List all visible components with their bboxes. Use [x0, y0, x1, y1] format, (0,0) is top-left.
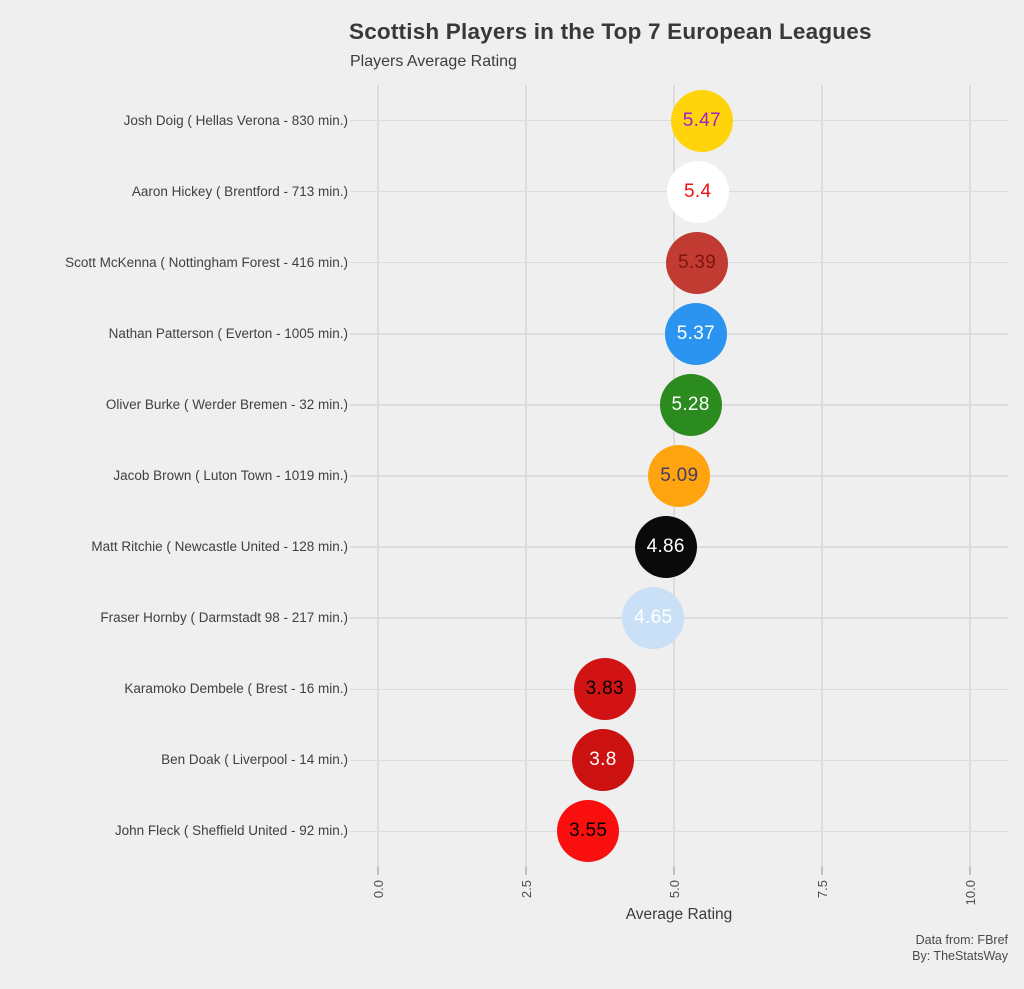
x-tick-label: 2.5 — [518, 880, 534, 899]
footer-author: By: TheStatsWay — [912, 948, 1008, 963]
player-label: Oliver Burke ( Werder Bremen - 32 min.) — [105, 396, 348, 412]
rating-value: 4.86 — [646, 536, 685, 558]
x-axis-title: Average Rating — [625, 906, 733, 923]
rating-dot: 4.65 — [622, 587, 685, 650]
rating-dot: 5.39 — [666, 231, 729, 294]
y-gridline — [350, 830, 1008, 833]
rating-value: 5.37 — [676, 322, 715, 344]
x-tick-label: 10.0 — [962, 880, 978, 906]
rating-dot: 5.28 — [659, 373, 722, 436]
player-label: Jacob Brown ( Luton Town - 1019 min.) — [113, 468, 348, 483]
rating-value: 3.55 — [569, 820, 608, 842]
player-label: Scott McKenna ( Nottingham Forest - 416 … — [65, 254, 348, 270]
player-label: Aaron Hickey ( Brentford - 713 min.) — [131, 183, 348, 199]
rating-dot: 5.37 — [664, 302, 727, 365]
rating-value: 5.09 — [660, 465, 699, 486]
player-label: John Fleck ( Sheffield United - 92 min.) — [114, 823, 348, 839]
player-label: Karamoko Dembele ( Brest - 16 min.) — [124, 681, 348, 697]
y-gridline — [350, 759, 1008, 762]
player-label: Matt Ritchie ( Newcastle United - 128 mi… — [91, 539, 348, 555]
x-tick-mark — [525, 867, 527, 875]
rating-value: 5.28 — [671, 393, 710, 415]
x-tick-mark — [377, 867, 379, 875]
x-tick-label: 0.0 — [370, 880, 386, 899]
rating-dot: 5.09 — [648, 445, 711, 507]
rating-dot: 3.83 — [573, 658, 636, 721]
rating-value: 5.47 — [682, 109, 721, 131]
rating-dot: 4.86 — [634, 516, 697, 579]
rating-dot: 3.8 — [571, 729, 634, 792]
x-tick-label: 5.0 — [666, 880, 682, 899]
player-label: Fraser Hornby ( Darmstadt 98 - 217 min.) — [100, 610, 348, 626]
chart-footer: Data from: FBref By: TheStatsWay — [912, 933, 1008, 964]
rating-value: 3.83 — [585, 678, 624, 700]
x-tick-mark — [969, 867, 971, 875]
rating-dot: 5.4 — [666, 160, 729, 223]
rating-value: 3.8 — [589, 749, 617, 771]
rating-value: 5.4 — [684, 180, 712, 202]
footer-source: Data from: FBref — [915, 933, 1008, 947]
player-label: Ben Doak ( Liverpool - 14 min.) — [161, 752, 348, 768]
rating-dot: 3.55 — [557, 800, 620, 863]
rating-dot: 5.47 — [670, 89, 733, 152]
rating-value: 5.39 — [677, 251, 717, 273]
x-tick-mark — [673, 867, 675, 875]
x-tick-label: 7.5 — [814, 880, 830, 899]
y-gridline — [350, 688, 1008, 691]
rating-value: 4.65 — [634, 607, 673, 629]
player-label: Nathan Patterson ( Everton - 1005 min.) — [108, 325, 348, 341]
player-label: Josh Doig ( Hellas Verona - 830 min.) — [123, 112, 348, 128]
chart-subtitle: Players Average Rating — [350, 53, 517, 70]
chart-title: Scottish Players in the Top 7 European L… — [349, 19, 872, 44]
x-tick-mark — [821, 867, 823, 875]
